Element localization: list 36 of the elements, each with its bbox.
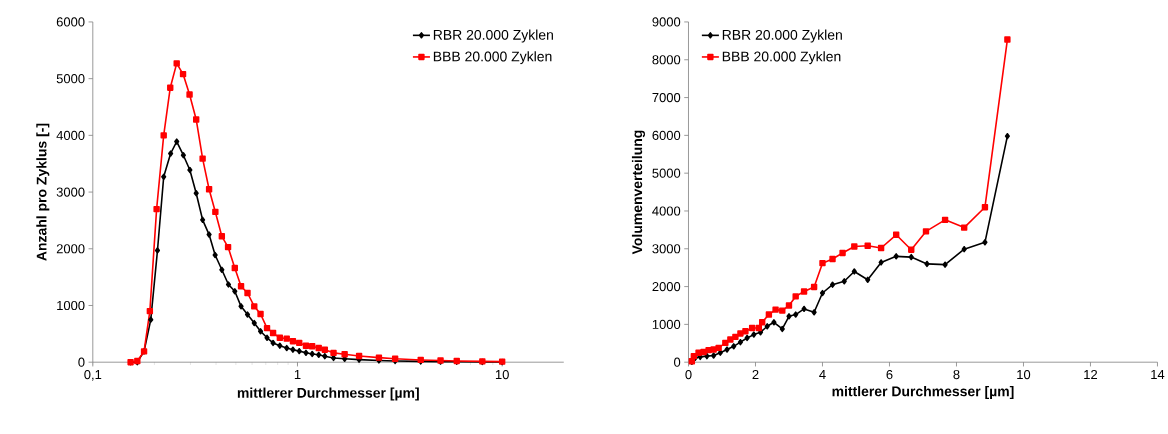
- y-tick-label: 2000: [56, 244, 85, 254]
- y-tick-label: 3000: [652, 244, 681, 254]
- y-tick-label: 1000: [652, 319, 681, 329]
- y-tick-label: 4000: [652, 206, 681, 216]
- x-tick-label: 0,1: [84, 369, 102, 381]
- x-tick-label: 8: [953, 369, 960, 380]
- y-tick-label: 6000: [652, 130, 681, 140]
- x-tick-label: 4: [819, 369, 826, 379]
- legend-label: BBB 20.000 Zyklen: [433, 51, 552, 65]
- x-axis-title: mittlerer Durchmesser [µm]: [237, 387, 419, 401]
- x-tick-label: 10: [1017, 369, 1031, 380]
- legend-label: RBR 20.000 Zyklen: [433, 29, 553, 43]
- y-tick-label: 5000: [652, 168, 681, 178]
- y-tick-label: 3000: [56, 187, 85, 197]
- y-tick-label: 6000: [56, 17, 85, 27]
- legend-label: BBB 20.000 Zyklen: [722, 51, 841, 65]
- x-tick-label: 12: [1084, 369, 1098, 380]
- y-tick-label: 0: [78, 357, 85, 367]
- x-tick-label: 1: [294, 369, 301, 379]
- x-axis-title: mittlerer Durchmesser [µm]: [832, 385, 1014, 400]
- x-tick-label: 14: [1151, 369, 1165, 379]
- y-tick-label: 1000: [57, 300, 85, 311]
- y-axis-title: Anzahl pro Zyklus [-]: [36, 123, 50, 261]
- y-axis-title: Volumenverteilung: [631, 130, 645, 255]
- y-tick-label: 9000: [652, 17, 681, 27]
- x-tick-label: 0: [685, 369, 692, 380]
- y-tick-label: 5000: [56, 74, 85, 84]
- legend-label: RBR 20.000 Zyklen: [722, 29, 842, 43]
- y-tick-label: 8000: [652, 55, 681, 65]
- x-tick-label: 10: [495, 369, 509, 380]
- y-tick-label: 0: [674, 357, 681, 367]
- y-tick-label: 2000: [652, 281, 681, 292]
- y-tick-label: 4000: [56, 130, 85, 140]
- y-tick-label: 7000: [652, 92, 681, 103]
- x-tick-label: 2: [752, 369, 759, 380]
- x-tick-label: 6: [886, 369, 893, 380]
